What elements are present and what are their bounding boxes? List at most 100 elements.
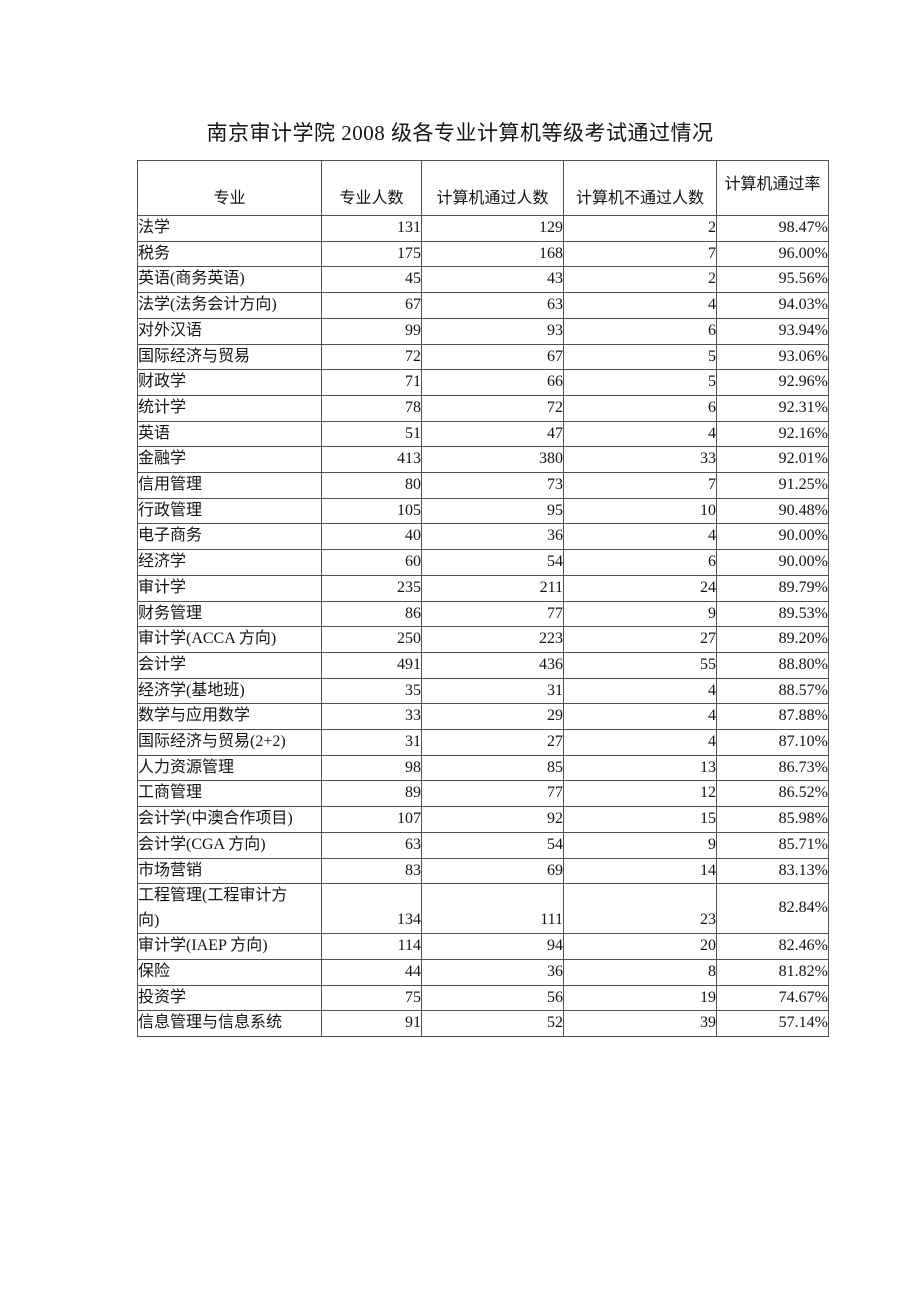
failed-count-cell: 2	[563, 266, 717, 294]
total-count-cell: 491	[321, 651, 422, 679]
major-cell: 会计学(CGA 方向)	[137, 831, 322, 859]
total-count-cell: 91	[321, 1010, 422, 1037]
total-count-cell: 31	[321, 729, 422, 756]
passed-count-cell: 93	[421, 317, 564, 345]
failed-count-cell: 9	[563, 831, 717, 859]
failed-count-cell: 33	[563, 446, 717, 474]
passed-count-cell: 56	[421, 984, 564, 1012]
table-row: 财政学 71 66 5 92.96%	[137, 369, 829, 396]
pass-rate-cell: 82.84%	[716, 883, 829, 935]
total-count-cell: 44	[321, 958, 422, 986]
table-row: 审计学(ACCA 方向) 250 223 27 89.20%	[137, 626, 829, 653]
pass-rate-cell: 74.67%	[716, 984, 829, 1012]
table-row: 审计学(IAEP 方向) 114 94 20 82.46%	[137, 933, 829, 960]
failed-count-cell: 4	[563, 677, 717, 705]
major-cell: 国际经济与贸易(2+2)	[137, 729, 322, 756]
table-row: 电子商务 40 36 4 90.00%	[137, 523, 829, 551]
passed-count-cell: 31	[421, 677, 564, 705]
pass-rate-cell: 92.96%	[716, 369, 829, 396]
total-count-cell: 134	[321, 883, 422, 935]
table-row: 国际经济与贸易 72 67 5 93.06%	[137, 343, 829, 371]
pass-rate-cell: 95.56%	[716, 266, 829, 294]
table-row: 会计学(中澳合作项目) 107 92 15 85.98%	[137, 806, 829, 833]
failed-count-cell: 24	[563, 574, 717, 602]
column-header-major: 专业	[137, 160, 322, 216]
table-row: 法学(法务会计方向) 67 63 4 94.03%	[137, 292, 829, 319]
table-row: 工程管理(工程审计方向) 134 111 23 82.84%	[137, 883, 829, 935]
total-count-cell: 40	[321, 523, 422, 551]
total-count-cell: 71	[321, 369, 422, 396]
failed-count-cell: 5	[563, 369, 717, 396]
major-cell: 经济学(基地班)	[137, 677, 322, 705]
failed-count-cell: 6	[563, 317, 717, 345]
passed-count-cell: 211	[421, 574, 564, 602]
failed-count-cell: 20	[563, 933, 717, 960]
page-title: 南京审计学院 2008 级各专业计算机等级考试通过情况	[206, 121, 714, 145]
major-cell: 对外汉语	[137, 317, 322, 345]
pass-rate-cell: 92.01%	[716, 446, 829, 474]
major-cell: 法学(法务会计方向)	[137, 292, 322, 319]
total-count-cell: 83	[321, 857, 422, 885]
pass-rate-cell: 98.47%	[716, 215, 829, 242]
pass-rate-cell: 90.00%	[716, 523, 829, 551]
major-cell: 电子商务	[137, 523, 322, 551]
major-cell: 审计学	[137, 574, 322, 602]
passed-count-cell: 85	[421, 754, 564, 782]
pass-rate-cell: 85.71%	[716, 831, 829, 859]
column-header-rate: 计算机通过率	[716, 160, 829, 216]
total-count-cell: 72	[321, 343, 422, 371]
table-row: 英语 51 47 4 92.16%	[137, 420, 829, 448]
major-cell: 国际经济与贸易	[137, 343, 322, 371]
total-count-cell: 67	[321, 292, 422, 319]
total-count-cell: 131	[321, 215, 422, 242]
passed-count-cell: 69	[421, 857, 564, 885]
column-header-total: 专业人数	[321, 160, 422, 216]
pass-rate-cell: 57.14%	[716, 1010, 829, 1037]
failed-count-cell: 7	[563, 240, 717, 268]
failed-count-cell: 5	[563, 343, 717, 371]
failed-count-cell: 12	[563, 780, 717, 808]
total-count-cell: 98	[321, 754, 422, 782]
passed-count-cell: 129	[421, 215, 564, 242]
table-row: 人力资源管理 98 85 13 86.73%	[137, 754, 829, 782]
table-row: 保险 44 36 8 81.82%	[137, 958, 829, 986]
major-cell: 数学与应用数学	[137, 703, 322, 731]
table-row: 法学 131 129 2 98.47%	[137, 215, 829, 242]
major-cell: 英语	[137, 420, 322, 448]
pass-rate-cell: 90.48%	[716, 497, 829, 525]
total-count-cell: 175	[321, 240, 422, 268]
failed-count-cell: 23	[563, 883, 717, 935]
total-count-cell: 89	[321, 780, 422, 808]
passed-count-cell: 168	[421, 240, 564, 268]
pass-rate-cell: 88.80%	[716, 651, 829, 679]
major-cell: 财务管理	[137, 600, 322, 628]
major-cell: 投资学	[137, 984, 322, 1012]
total-count-cell: 45	[321, 266, 422, 294]
passed-count-cell: 27	[421, 729, 564, 756]
passed-count-cell: 72	[421, 394, 564, 422]
pass-rate-cell: 87.10%	[716, 729, 829, 756]
total-count-cell: 75	[321, 984, 422, 1012]
table-row: 数学与应用数学 33 29 4 87.88%	[137, 703, 829, 731]
passed-count-cell: 95	[421, 497, 564, 525]
major-cell: 行政管理	[137, 497, 322, 525]
major-cell: 工程管理(工程审计方向)	[137, 883, 322, 935]
table-row: 英语(商务英语) 45 43 2 95.56%	[137, 266, 829, 294]
major-cell: 会计学	[137, 651, 322, 679]
total-count-cell: 114	[321, 933, 422, 960]
header-row: 专业 专业人数 计算机通过人数 计算机不通过人数 计算机通过率	[137, 160, 829, 216]
failed-count-cell: 39	[563, 1010, 717, 1037]
passed-count-cell: 94	[421, 933, 564, 960]
pass-rate-cell: 85.98%	[716, 806, 829, 833]
pass-rate-cell: 82.46%	[716, 933, 829, 960]
failed-count-cell: 4	[563, 729, 717, 756]
passed-count-cell: 111	[421, 883, 564, 935]
table-row: 审计学 235 211 24 89.79%	[137, 574, 829, 602]
major-cell: 统计学	[137, 394, 322, 422]
pass-rate-cell: 92.31%	[716, 394, 829, 422]
total-count-cell: 250	[321, 626, 422, 653]
table-row: 国际经济与贸易(2+2) 31 27 4 87.10%	[137, 729, 829, 756]
pass-rate-cell: 91.25%	[716, 472, 829, 499]
failed-count-cell: 4	[563, 292, 717, 319]
major-cell: 经济学	[137, 549, 322, 576]
